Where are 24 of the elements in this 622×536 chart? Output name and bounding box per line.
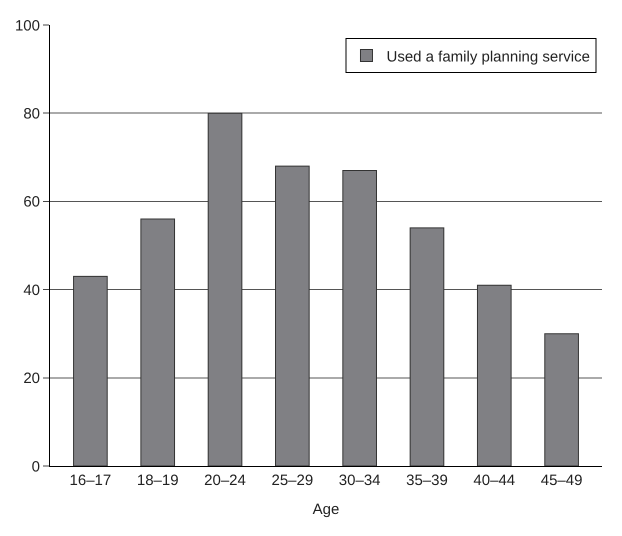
x-tick-label: 40–44	[473, 472, 516, 489]
x-tick-label: 16–17	[70, 472, 112, 489]
bar	[208, 112, 242, 466]
bar	[544, 333, 579, 466]
y-tick-label: 20	[23, 370, 40, 388]
x-tick-label: 45–49	[540, 472, 582, 489]
y-tick-label: 80	[23, 105, 40, 122]
x-tick-label: 25–29	[271, 472, 314, 489]
bar	[73, 276, 108, 466]
x-tick-label: 30–34	[338, 472, 381, 489]
y-tick-label: 0	[32, 458, 40, 476]
x-tick-label: 18–19	[136, 472, 179, 489]
y-tick-label: 100	[14, 17, 40, 34]
bar	[476, 284, 512, 466]
x-tick-label: 20–24	[204, 472, 246, 489]
x-tick-label: 35–39	[406, 472, 448, 489]
bar	[342, 170, 377, 466]
y-tick-label: 40	[23, 282, 40, 299]
y-tick-label: 60	[23, 194, 40, 211]
bar	[410, 227, 444, 466]
x-axis-title: Age	[312, 501, 340, 518]
legend-label: Used a family planning service	[386, 48, 590, 66]
bar	[140, 218, 176, 466]
bar	[275, 166, 310, 466]
